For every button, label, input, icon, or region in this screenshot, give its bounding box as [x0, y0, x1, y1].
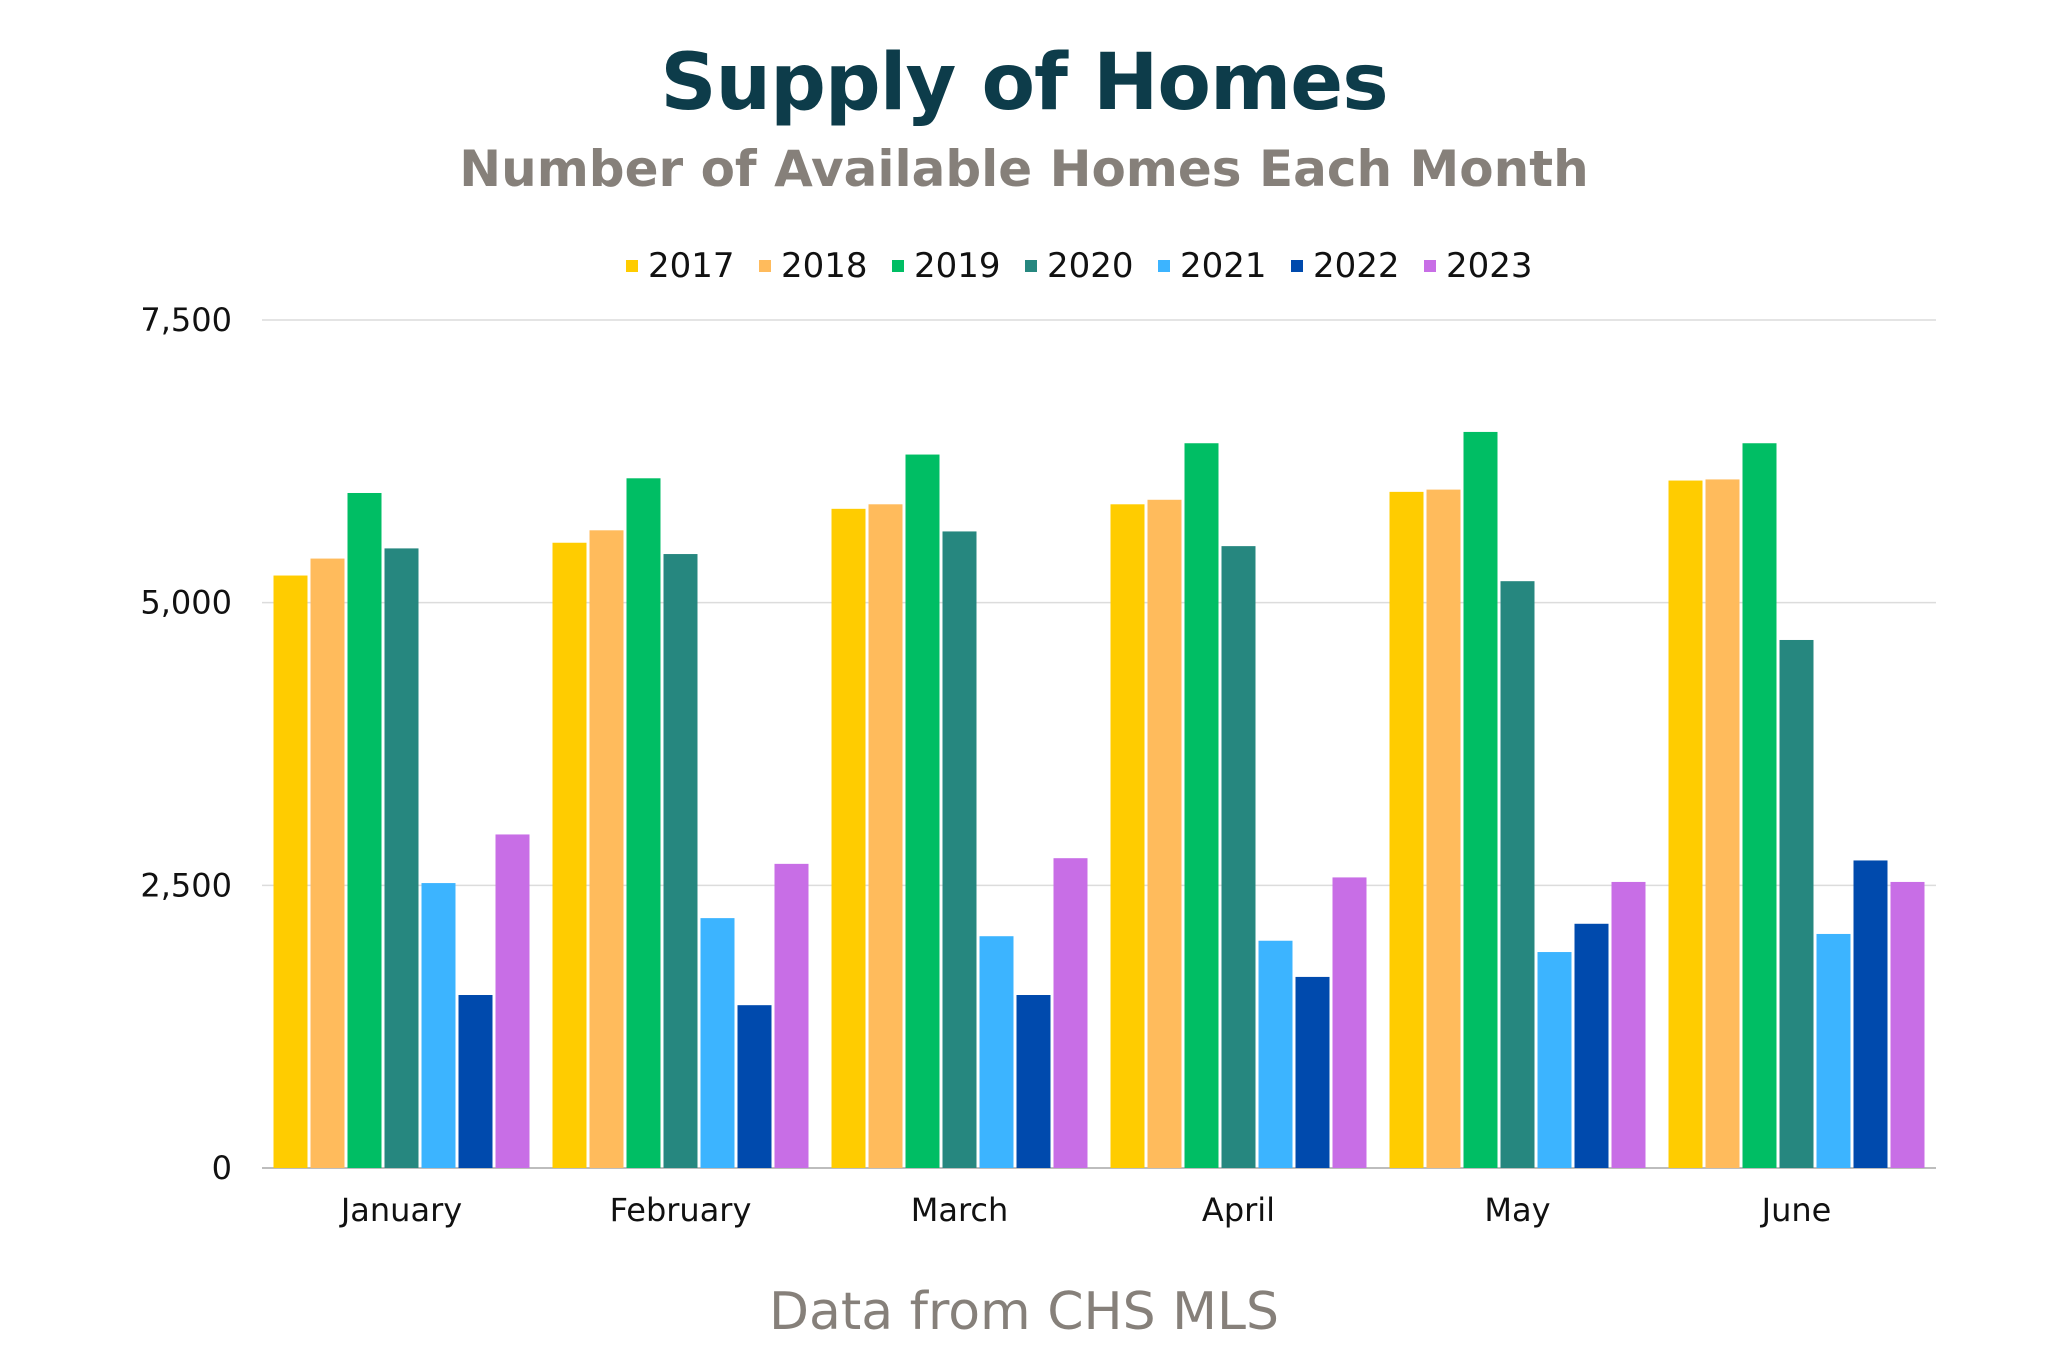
bar-2022-may — [1574, 923, 1609, 1168]
bars — [273, 431, 1925, 1169]
x-tick-label: June — [1760, 1191, 1832, 1229]
legend-swatch-2017 — [626, 260, 638, 272]
bar-2018-may — [1426, 489, 1461, 1169]
bar-2020-january — [384, 548, 419, 1168]
legend-swatch-2020 — [1025, 260, 1037, 272]
bar-2023-may — [1611, 881, 1646, 1168]
legend-swatch-2021 — [1158, 260, 1170, 272]
bar-2022-february — [737, 1005, 772, 1168]
chart-title: Supply of Homes — [660, 38, 1388, 128]
bar-2019-march — [905, 454, 940, 1169]
legend-label-2019: 2019 — [914, 246, 1001, 286]
bar-2023-march — [1053, 858, 1088, 1168]
x-tick-label: May — [1484, 1191, 1550, 1229]
x-tick-label: March — [911, 1191, 1009, 1229]
bar-2017-january — [273, 575, 308, 1168]
y-tick-label: 0 — [212, 1149, 232, 1187]
y-tick-label: 2,500 — [140, 866, 232, 904]
bar-2018-june — [1705, 479, 1740, 1168]
bar-2020-april — [1221, 546, 1256, 1168]
legend-label-2021: 2021 — [1180, 246, 1267, 286]
y-axis-ticks: 0 2,500 5,000 7,500 — [140, 301, 232, 1187]
bar-2022-march — [1016, 995, 1051, 1168]
gridlines — [262, 319, 1936, 1169]
bar-2019-june — [1742, 443, 1777, 1168]
bar-2017-may — [1389, 491, 1424, 1168]
y-tick-label: 5,000 — [140, 584, 232, 622]
bar-2021-february — [700, 918, 735, 1168]
bar-2020-may — [1500, 581, 1535, 1168]
x-tick-label: January — [339, 1191, 462, 1229]
bar-2023-january — [495, 834, 530, 1168]
bar-2019-january — [347, 492, 382, 1168]
legend: 2017 2018 2019 2020 2021 2022 2023 — [626, 246, 1533, 286]
bar-2017-june — [1668, 480, 1703, 1168]
bar-2020-february — [663, 554, 698, 1168]
bar-2021-april — [1258, 940, 1293, 1168]
bar-2018-february — [589, 530, 624, 1168]
bar-2021-january — [421, 883, 456, 1168]
legend-swatch-2018 — [759, 260, 771, 272]
legend-swatch-2022 — [1291, 260, 1303, 272]
bar-2017-april — [1110, 504, 1145, 1168]
bar-2021-june — [1816, 933, 1851, 1168]
bar-2021-may — [1537, 952, 1572, 1168]
bar-2019-april — [1184, 443, 1219, 1168]
legend-label-2018: 2018 — [781, 246, 868, 286]
x-axis-ticks: January February March April May June — [339, 1191, 1832, 1229]
chart-subtitle: Number of Available Homes Each Month — [459, 140, 1589, 198]
legend-swatch-2023 — [1424, 260, 1436, 272]
bar-2021-march — [979, 936, 1014, 1168]
bar-2017-march — [831, 508, 866, 1169]
legend-label-2020: 2020 — [1047, 246, 1134, 286]
bar-2019-may — [1463, 431, 1498, 1168]
data-source-note: Data from CHS MLS — [768, 1282, 1280, 1342]
x-tick-label: April — [1202, 1191, 1275, 1229]
legend-label-2017: 2017 — [648, 246, 735, 286]
bar-2023-june — [1890, 881, 1925, 1168]
bar-2020-june — [1779, 639, 1814, 1168]
bar-2022-april — [1295, 976, 1330, 1168]
legend-label-2023: 2023 — [1446, 246, 1533, 286]
bar-2023-february — [774, 863, 809, 1168]
bar-2023-april — [1332, 877, 1367, 1168]
bar-2022-june — [1853, 860, 1888, 1168]
bar-2018-april — [1147, 499, 1182, 1168]
legend-swatch-2019 — [892, 260, 904, 272]
bar-2017-february — [552, 542, 587, 1168]
y-tick-label: 7,500 — [140, 301, 232, 339]
x-tick-label: February — [610, 1191, 752, 1229]
bar-2020-march — [942, 531, 977, 1168]
bar-2018-march — [868, 504, 903, 1168]
bar-2019-february — [626, 478, 661, 1168]
bar-2022-january — [458, 995, 493, 1168]
bar-2018-january — [310, 558, 345, 1168]
legend-label-2022: 2022 — [1313, 246, 1400, 286]
